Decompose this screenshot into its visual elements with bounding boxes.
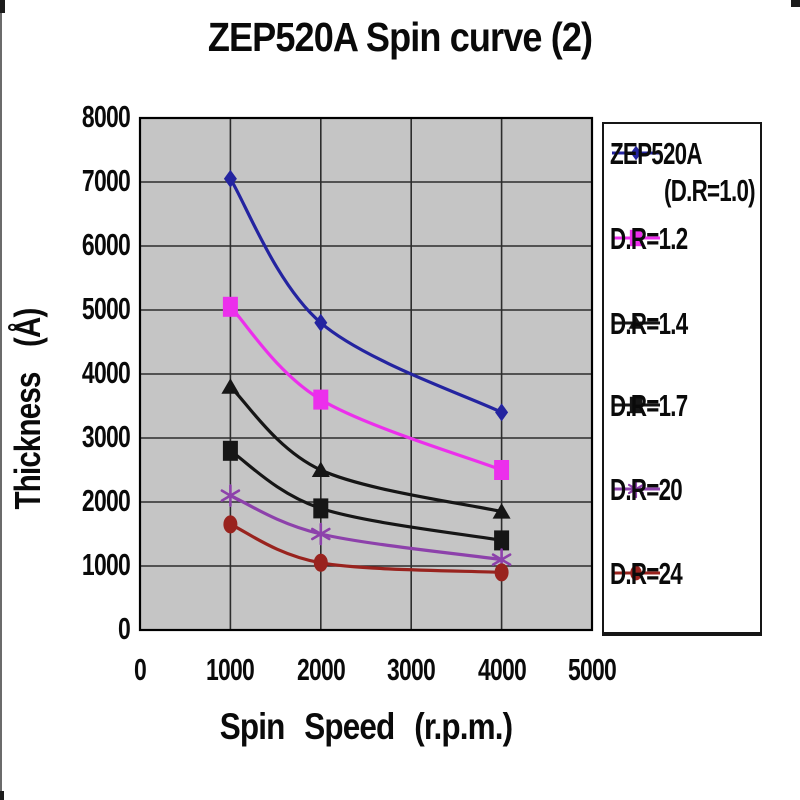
series-d-r-20: [220, 484, 512, 571]
legend-item-d-r-20: D.R=20: [610, 471, 710, 509]
asterisk-legend-marker-icon: [612, 479, 660, 499]
square-legend-marker-icon: [612, 229, 660, 247]
series-zep520a-d-r-1-0: [223, 169, 509, 422]
x-tick-4000: 4000: [477, 652, 527, 687]
y-tick-0: 0: [117, 611, 131, 646]
marker-d-r-20-1000: [220, 484, 241, 507]
legend-label: ZEP520A: [610, 136, 702, 171]
legend-label: D.R=1.2: [610, 221, 688, 256]
y-axis-title: Thickness (Å): [7, 308, 48, 510]
marker-zep520a-d-r-1-0-1000: [223, 169, 237, 188]
triangle-legend-marker-icon: [612, 316, 660, 329]
scan-artifact-top-left: [0, 0, 5, 13]
y-tick-3000: 3000: [81, 419, 131, 454]
legend-item-d-r-24: D.R=24: [610, 555, 710, 593]
x-tick-0: 0: [133, 652, 147, 687]
scan-artifact-bottom-left: [0, 791, 4, 800]
marker-d-r-1-4-4000: [492, 503, 511, 519]
scan-artifact-left-edge: [0, 0, 2, 800]
y-tick-5000: 5000: [81, 291, 131, 326]
legend-item-d-r-1-4: D.R=1.4: [610, 305, 718, 343]
legend-item-d-r-1-2: D.R=1.2: [610, 220, 718, 258]
y-tick-2000: 2000: [81, 483, 131, 518]
marker-d-r-1-2-4000: [494, 460, 510, 480]
marker-d-r-1-4-2000: [311, 461, 330, 477]
legend-label-line2: (D.R=1.0): [664, 172, 790, 210]
legend: ZEP520A (D.R=1.0) D.R=1.2 D.R=1.4 D.R=1.7 D.R…: [602, 122, 762, 636]
legend-item-d-r-1-7: D.R=1.7: [610, 387, 718, 425]
x-tick-1000: 1000: [206, 652, 255, 687]
legend-label: D.R=1.7: [610, 388, 688, 423]
square-legend-marker-icon: [612, 396, 660, 414]
marker-d-r-20-2000: [310, 522, 331, 546]
marker-d-r-1-2-2000: [313, 389, 329, 410]
legend-label: D.R=1.4: [610, 306, 688, 341]
series-d-r-1-7: [222, 440, 510, 551]
x-tick-5000: 5000: [567, 652, 617, 687]
plot-frame: [138, 116, 594, 632]
scan-artifact-top-right: [791, 0, 800, 7]
x-axis-title: Spin Speed (r.p.m.): [219, 706, 513, 747]
marker-d-r-1-7-1000: [222, 440, 238, 461]
circle-legend-marker-icon: [612, 565, 660, 581]
marker-zep520a-d-r-1-0-4000: [495, 403, 509, 422]
marker-d-r-1-7-4000: [494, 530, 510, 551]
marker-d-r-24-1000: [223, 515, 238, 534]
marker-d-r-24-4000: [494, 563, 509, 582]
x-tick-2000: 2000: [296, 652, 346, 687]
diamond-legend-marker-icon: [612, 145, 660, 161]
marker-d-r-1-2-1000: [222, 296, 238, 317]
chart-title: ZEP520A Spin curve (2): [207, 14, 593, 60]
series-d-r-1-2: [222, 296, 510, 480]
legend-item-zep520a-d-r-1-0: ZEP520A: [610, 135, 737, 173]
marker-zep520a-d-r-1-0-2000: [314, 313, 328, 332]
legend-label: D.R=24: [610, 556, 683, 591]
x-tick-3000: 3000: [387, 652, 436, 687]
y-tick-1000: 1000: [81, 547, 131, 582]
series-d-r-24: [223, 515, 509, 582]
legend-label: (D.R=1.0): [664, 173, 756, 208]
legend-label: D.R=20: [610, 472, 683, 507]
marker-d-r-1-7-2000: [313, 498, 329, 519]
marker-d-r-1-4-1000: [221, 378, 240, 394]
y-tick-7000: 7000: [81, 163, 131, 198]
marker-d-r-24-2000: [313, 553, 328, 572]
series-d-r-1-4: [221, 378, 511, 519]
y-tick-6000: 6000: [81, 227, 131, 262]
y-tick-8000: 8000: [81, 99, 131, 134]
y-tick-4000: 4000: [81, 355, 131, 390]
